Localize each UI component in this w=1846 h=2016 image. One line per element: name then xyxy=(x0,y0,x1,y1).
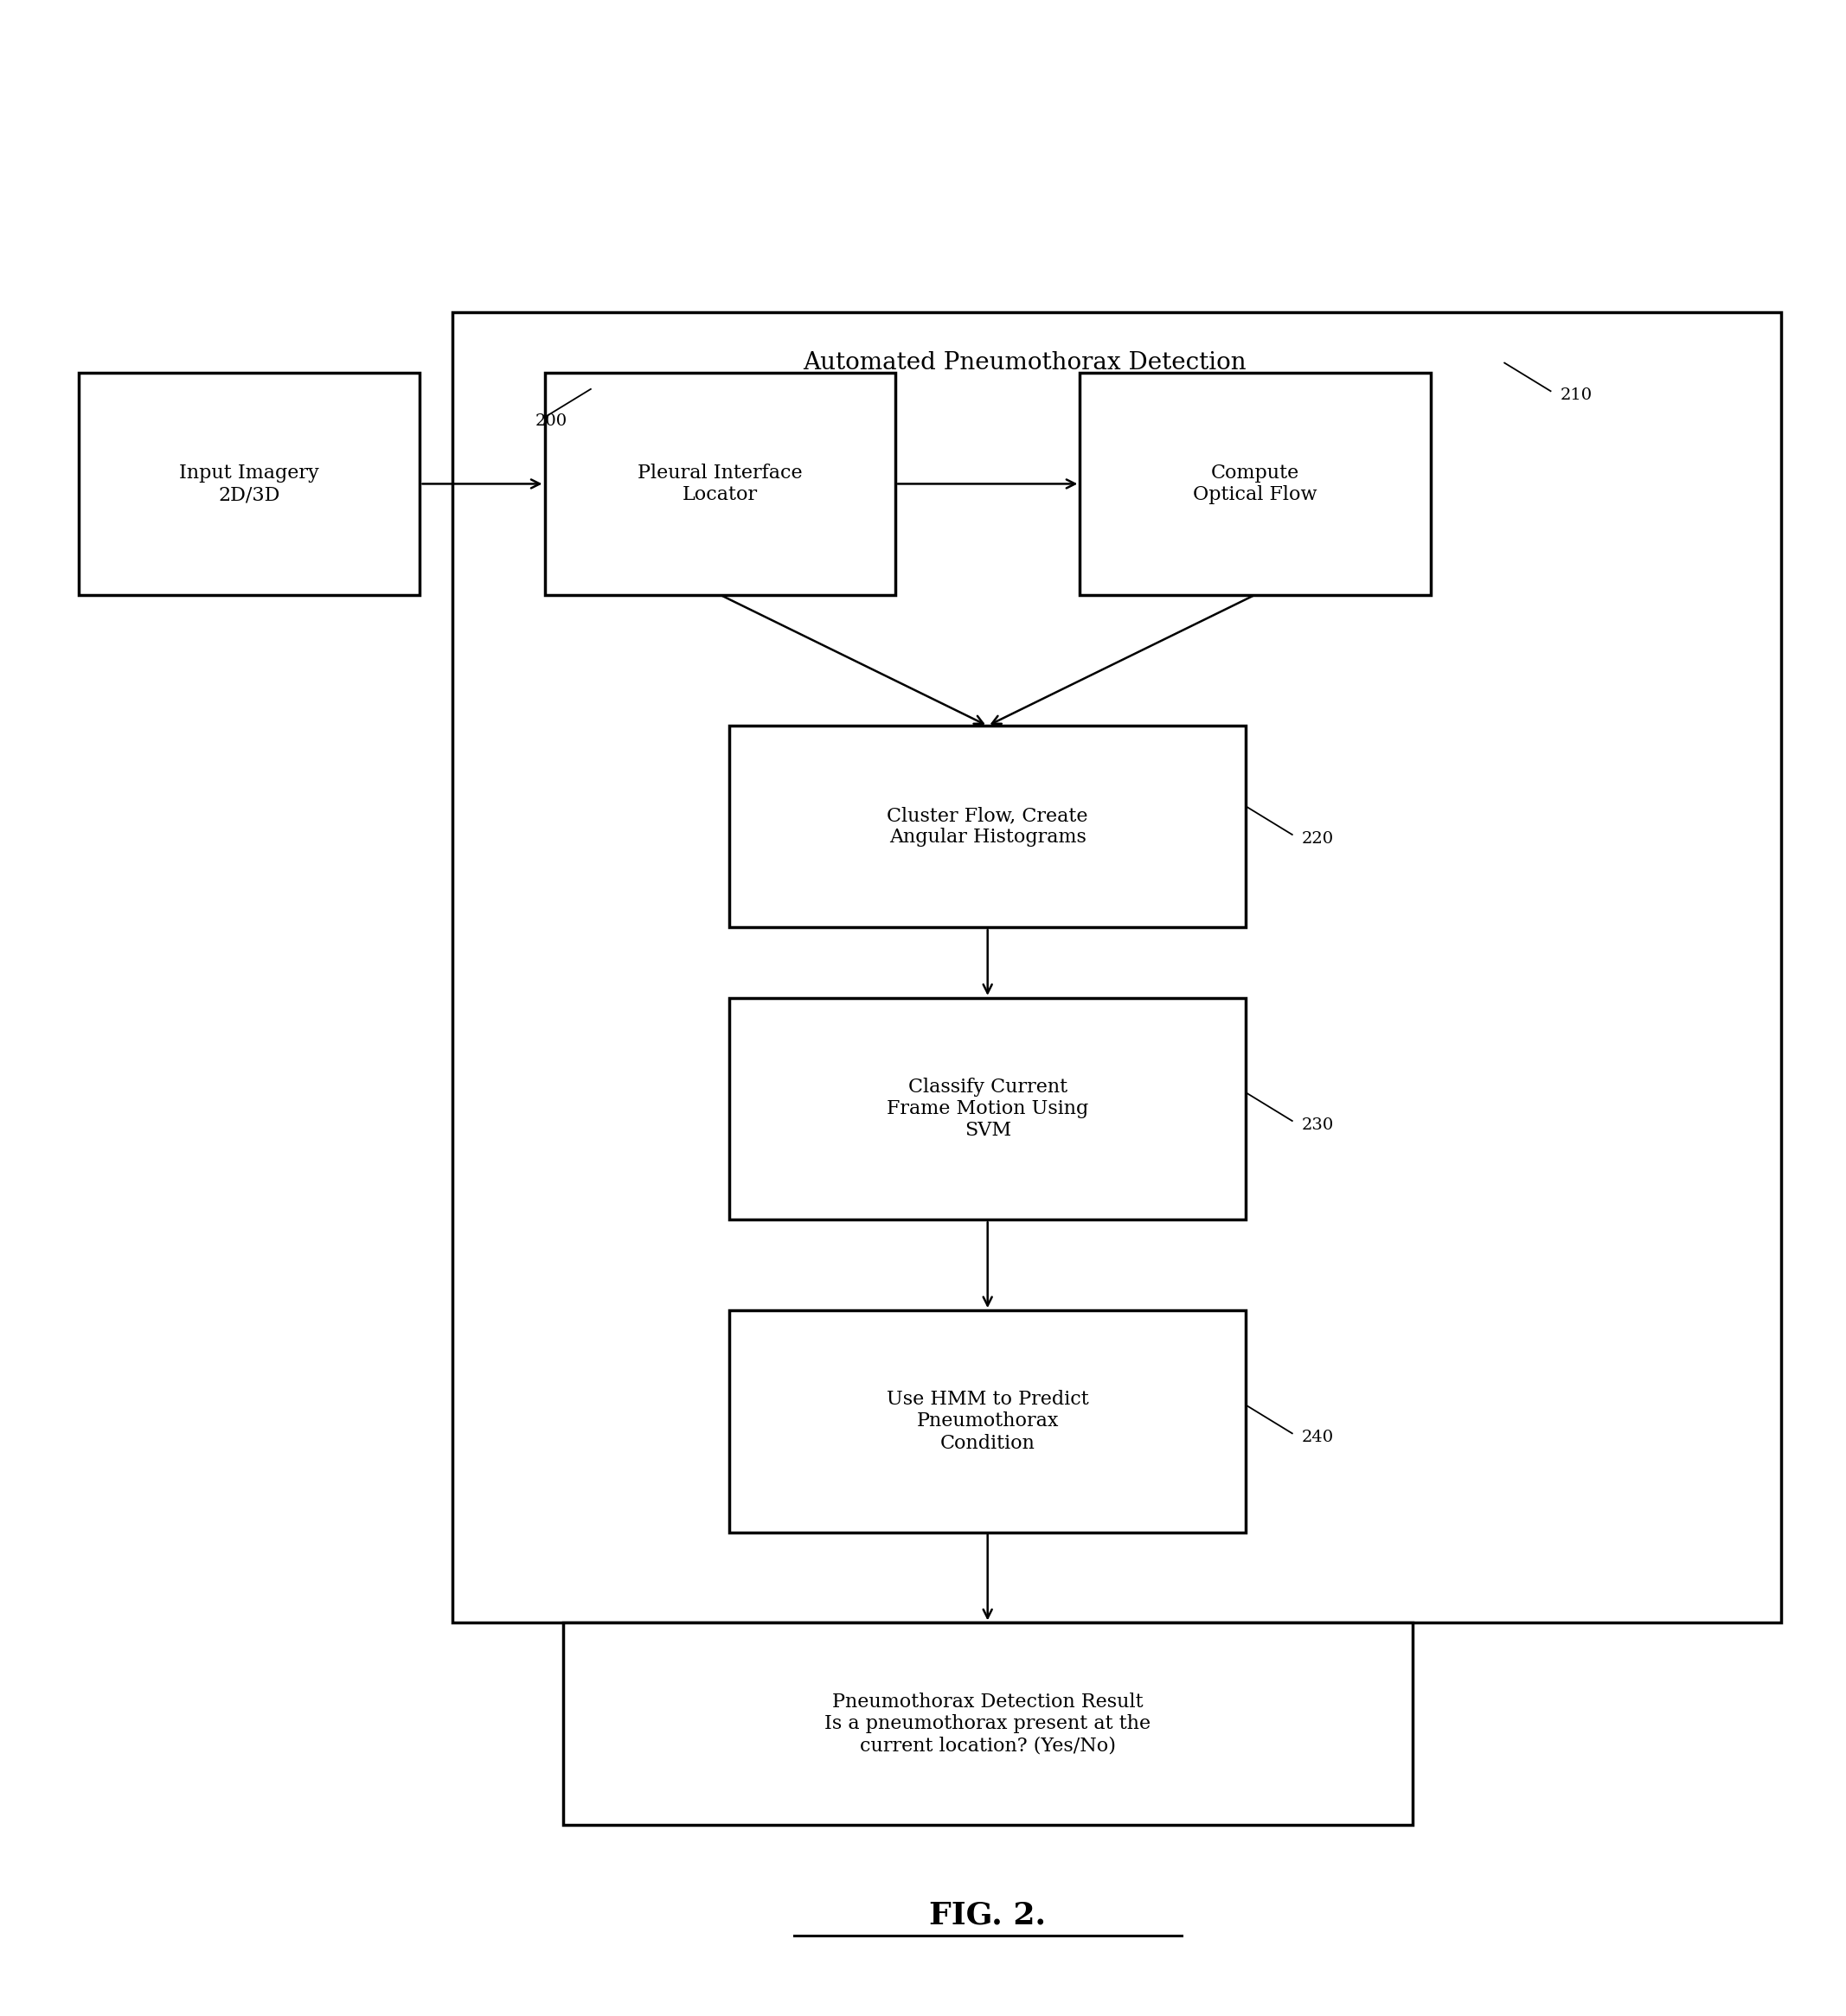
Text: Pleural Interface
Locator: Pleural Interface Locator xyxy=(637,464,803,504)
Text: 220: 220 xyxy=(1301,831,1333,847)
FancyBboxPatch shape xyxy=(729,998,1246,1220)
Text: 200: 200 xyxy=(535,413,567,429)
Text: Pneumothorax Detection Result
Is a pneumothorax present at the
current location?: Pneumothorax Detection Result Is a pneum… xyxy=(825,1691,1150,1756)
FancyBboxPatch shape xyxy=(729,726,1246,927)
FancyBboxPatch shape xyxy=(563,1623,1412,1824)
Text: 210: 210 xyxy=(1560,387,1591,403)
Text: Input Imagery
2D/3D: Input Imagery 2D/3D xyxy=(179,464,319,504)
FancyBboxPatch shape xyxy=(1080,373,1431,595)
Text: FIG. 2.: FIG. 2. xyxy=(929,1901,1047,1929)
FancyBboxPatch shape xyxy=(78,373,419,595)
Text: Classify Current
Frame Motion Using
SVM: Classify Current Frame Motion Using SVM xyxy=(886,1077,1089,1141)
Text: 230: 230 xyxy=(1301,1117,1333,1133)
FancyBboxPatch shape xyxy=(452,312,1781,1623)
Text: 240: 240 xyxy=(1301,1429,1333,1445)
FancyBboxPatch shape xyxy=(545,373,895,595)
FancyBboxPatch shape xyxy=(729,1310,1246,1532)
Text: Use HMM to Predict
Pneumothorax
Condition: Use HMM to Predict Pneumothorax Conditio… xyxy=(886,1389,1089,1454)
Text: Compute
Optical Flow: Compute Optical Flow xyxy=(1193,464,1318,504)
Text: Automated Pneumothorax Detection: Automated Pneumothorax Detection xyxy=(803,351,1246,375)
Text: Cluster Flow, Create
Angular Histograms: Cluster Flow, Create Angular Histograms xyxy=(888,806,1087,847)
